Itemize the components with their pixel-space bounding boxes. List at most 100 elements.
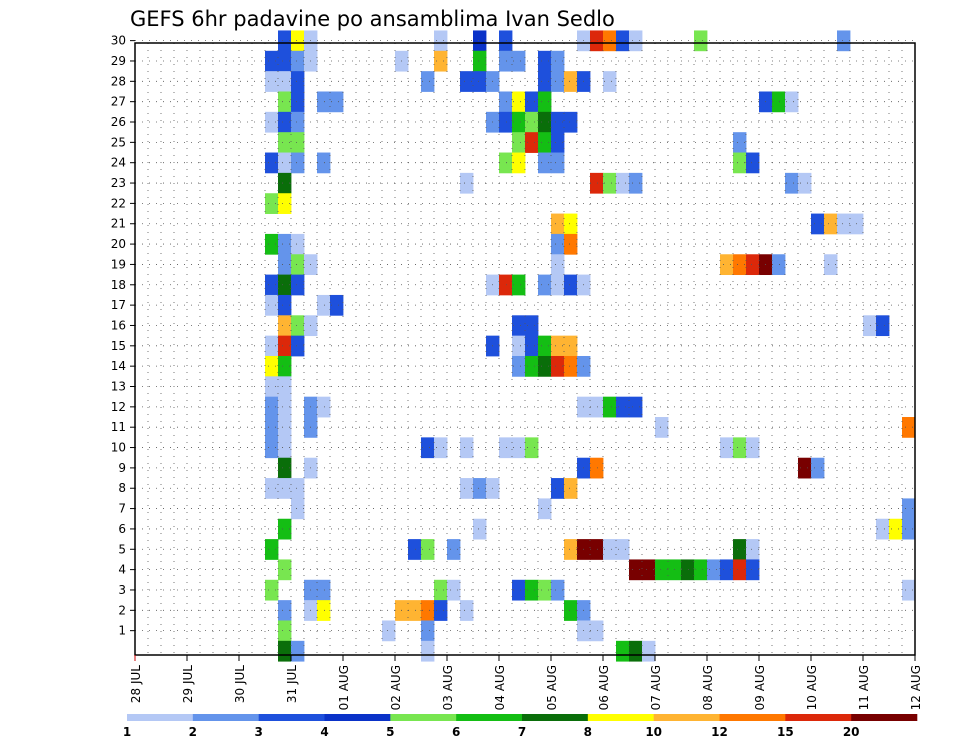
colorbar-label: 5 [386, 725, 394, 739]
heatmap-cell [278, 518, 292, 540]
heatmap-cell [330, 294, 344, 316]
heatmap-cell [434, 600, 448, 621]
heatmap-cell [265, 233, 279, 255]
heatmap-cell [772, 254, 786, 276]
heatmap-cell [564, 71, 578, 92]
heatmap-cell [291, 640, 305, 662]
heatmap-cell [525, 315, 539, 337]
y-tick-label: 13 [111, 380, 126, 394]
x-tick-label: 02 AUG [389, 665, 403, 710]
heatmap-cell [811, 213, 825, 235]
heatmap-cell [512, 50, 526, 72]
heatmap-cell [733, 254, 747, 276]
heatmap-cell [590, 172, 604, 194]
heatmap-cell [291, 233, 305, 255]
x-tick-label: 01 AUG [337, 665, 351, 710]
heatmap-cell [720, 254, 734, 276]
y-tick-label: 3 [118, 583, 126, 597]
heatmap-cell [317, 396, 331, 418]
heatmap-cell [538, 50, 552, 72]
heatmap-cell [616, 172, 630, 194]
y-tick-label: 23 [111, 176, 126, 190]
heatmap-cell [551, 132, 565, 153]
y-axis: 1234567891011121314151617181920212223242… [111, 34, 135, 638]
heatmap-cell [538, 152, 552, 174]
heatmap-cell [538, 132, 552, 153]
heatmap-cell [564, 274, 578, 296]
x-tick-label: 10 AUG [805, 665, 819, 710]
y-tick-label: 8 [118, 481, 126, 495]
heatmap-cell [291, 254, 305, 276]
y-tick-label: 2 [118, 603, 126, 617]
heatmap-cell [265, 50, 279, 72]
heatmap-cell [564, 478, 578, 499]
colorbar-label: 3 [254, 725, 262, 739]
heatmap-cell [447, 579, 461, 601]
y-tick-label: 21 [111, 217, 126, 231]
x-tick-label: 31 JUL [285, 665, 299, 703]
heatmap-cell [525, 111, 539, 133]
heatmap-cell [265, 437, 279, 459]
y-tick-label: 24 [111, 156, 126, 170]
heatmap-cell [512, 152, 526, 174]
y-tick-label: 5 [118, 542, 126, 556]
heatmap-cell [824, 213, 838, 235]
colorbar-label: 2 [189, 725, 197, 739]
heatmap-cell [278, 417, 292, 438]
heatmap-cell [278, 640, 292, 662]
heatmap-cell [551, 254, 565, 276]
heatmap-cell [473, 518, 487, 540]
heatmap-cell [278, 30, 292, 52]
heatmap-cell [317, 91, 331, 113]
heatmap-cell [733, 559, 747, 581]
heatmap-cell [811, 457, 825, 479]
colorbar-swatch [324, 714, 391, 721]
heatmap-cell [564, 600, 578, 621]
heatmap-cell [291, 71, 305, 92]
heatmap-cell [265, 71, 279, 92]
y-tick-label: 20 [111, 237, 126, 251]
x-tick-label: 04 AUG [493, 665, 507, 710]
heatmap-cell [317, 152, 331, 174]
heatmap-cell [265, 152, 279, 174]
heatmap-cell [538, 355, 552, 377]
heatmap-cell [291, 335, 305, 357]
heatmap-cell [434, 579, 448, 601]
heatmap-cell [837, 213, 851, 235]
x-tick-label: 03 AUG [441, 665, 455, 710]
heatmap-cell [278, 335, 292, 357]
heatmap-cell [564, 355, 578, 377]
y-tick-label: 29 [111, 54, 126, 68]
y-tick-label: 7 [118, 502, 126, 516]
colorbar-swatch [587, 714, 654, 721]
heatmap-cell [278, 294, 292, 316]
heatmap-cell [616, 396, 630, 418]
heatmap-cell [291, 152, 305, 174]
heatmap-cell [512, 132, 526, 153]
colorbar-swatch [127, 714, 194, 721]
heatmap-cell [798, 457, 812, 479]
heatmap-cell [265, 355, 279, 377]
heatmap-cell [720, 437, 734, 459]
heatmap-cell [265, 111, 279, 133]
heatmap-cell [291, 91, 305, 113]
y-tick-label: 12 [111, 400, 126, 414]
y-tick-label: 11 [111, 420, 126, 434]
heatmap-cell [278, 600, 292, 621]
heatmap-cell [603, 396, 617, 418]
heatmap-cell [629, 640, 643, 662]
heatmap-cell [265, 579, 279, 601]
heatmap-cell [278, 355, 292, 377]
heatmap-cell [473, 50, 487, 72]
heatmap-cell [603, 71, 617, 92]
y-tick-label: 4 [118, 563, 126, 577]
heatmap-cell [278, 254, 292, 276]
colorbar-swatch [456, 714, 523, 721]
heatmap-cell [421, 71, 435, 92]
heatmap-cell [291, 111, 305, 133]
colorbar-swatch [258, 714, 325, 721]
heatmap-cell [681, 559, 695, 581]
heatmap-cell [590, 396, 604, 418]
colorbar-label: 7 [518, 725, 526, 739]
heatmap-cell [525, 91, 539, 113]
